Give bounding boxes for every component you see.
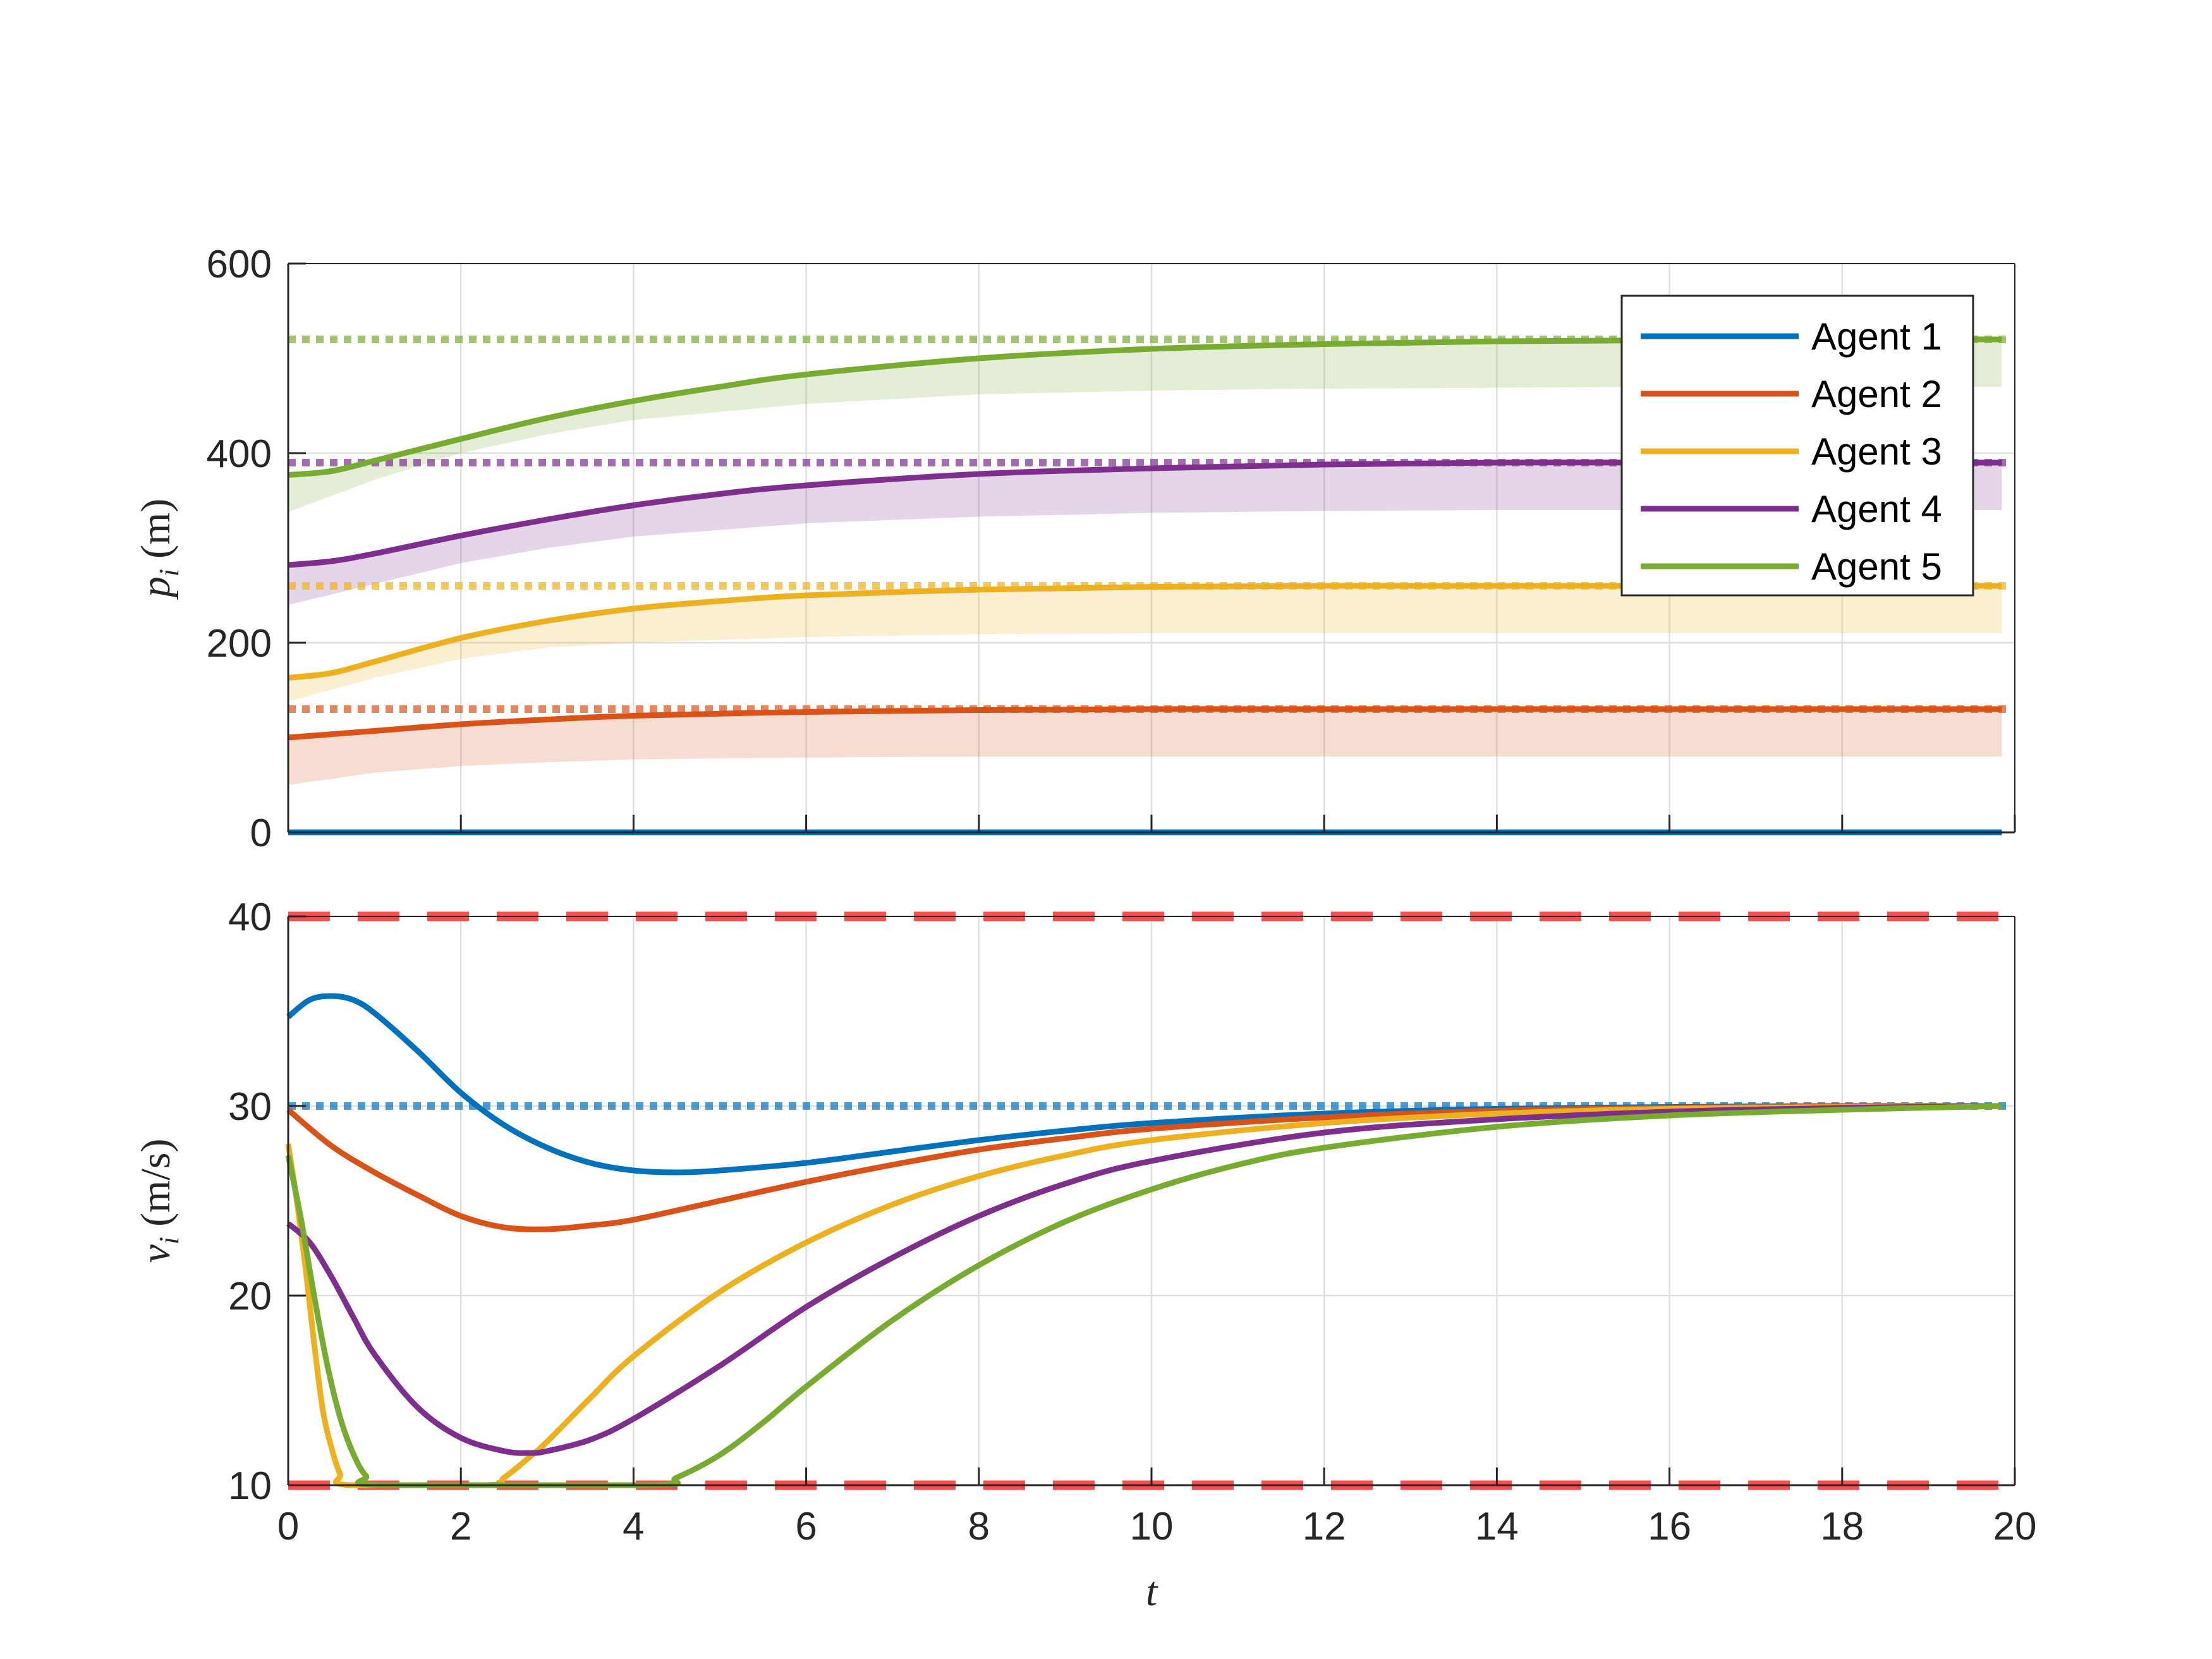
velocity-line-agent-4 [286, 1103, 2002, 1456]
x-tick-label: 10 [1130, 1505, 1174, 1548]
legend-item-agent-1: Agent 1 [1641, 315, 1942, 358]
x-tick-label: 2 [450, 1505, 471, 1548]
band-agent-5 [288, 339, 2002, 512]
position-y-axis-label: pi(m) [133, 499, 185, 600]
velocity-y-tick-label: 40 [228, 896, 272, 939]
x-tick-label: 16 [1648, 1505, 1691, 1548]
velocity-line-agent-3 [285, 1103, 2002, 1488]
velocity-y-tick-label: 10 [228, 1464, 272, 1508]
x-tick-label: 8 [968, 1505, 990, 1548]
position-bands [288, 339, 2002, 785]
legend-item-agent-4: Agent 4 [1641, 488, 1942, 530]
velocity-lines [285, 993, 2002, 1488]
velocity-y-tick-label: 20 [228, 1275, 272, 1318]
x-tick-label: 20 [1993, 1505, 2037, 1548]
position-y-tick-label: 0 [250, 811, 272, 855]
position-y-tick-label: 600 [207, 243, 272, 286]
legend-label: Agent 5 [1811, 545, 1942, 588]
legend-item-agent-2: Agent 2 [1641, 373, 1942, 415]
x-tick-label: 6 [795, 1505, 817, 1548]
velocity-y-axis-label: vi(m/s) [133, 1139, 185, 1263]
velocity-panel: 10 20 30 40 0 2 4 6 8 10 12 14 16 18 20 vi(m/s) t [133, 896, 2036, 1615]
legend-label: Agent 3 [1811, 430, 1942, 473]
legend: Agent 1 Agent 2 Agent 3 Agent 4 Agent 5 [1620, 295, 1974, 597]
x-tick-label: 18 [1820, 1505, 1864, 1548]
legend-item-agent-5: Agent 5 [1641, 545, 1942, 588]
x-axis-label: t [1146, 1569, 1158, 1615]
velocity-y-tick-label: 30 [228, 1085, 272, 1129]
position-line-agent-2 [288, 706, 2002, 741]
legend-box [1620, 295, 1974, 597]
position-axes [287, 262, 2016, 834]
band-agent-2 [288, 709, 2002, 785]
position-tick-labels: 0 200 400 600 [207, 243, 272, 855]
position-y-tick-label: 400 [207, 432, 272, 476]
velocity-line-agent-5 [285, 1103, 2002, 1488]
legend-item-agent-3: Agent 3 [1641, 430, 1942, 473]
legend-label: Agent 4 [1811, 488, 1942, 530]
band-agent-4 [288, 463, 2002, 605]
x-tick-label: 14 [1475, 1505, 1519, 1548]
legend-label: Agent 2 [1811, 373, 1942, 415]
position-y-tick-label: 200 [207, 622, 272, 665]
x-tick-label: 0 [277, 1505, 299, 1548]
velocity-tick-labels: 10 20 30 40 0 2 4 6 8 10 12 14 16 18 20 [228, 896, 2036, 1548]
legend-label: Agent 1 [1811, 315, 1942, 358]
x-tick-label: 4 [623, 1505, 644, 1548]
x-tick-label: 12 [1303, 1505, 1346, 1548]
band-agent-3 [288, 586, 2002, 702]
velocity-axes [287, 915, 2016, 1486]
